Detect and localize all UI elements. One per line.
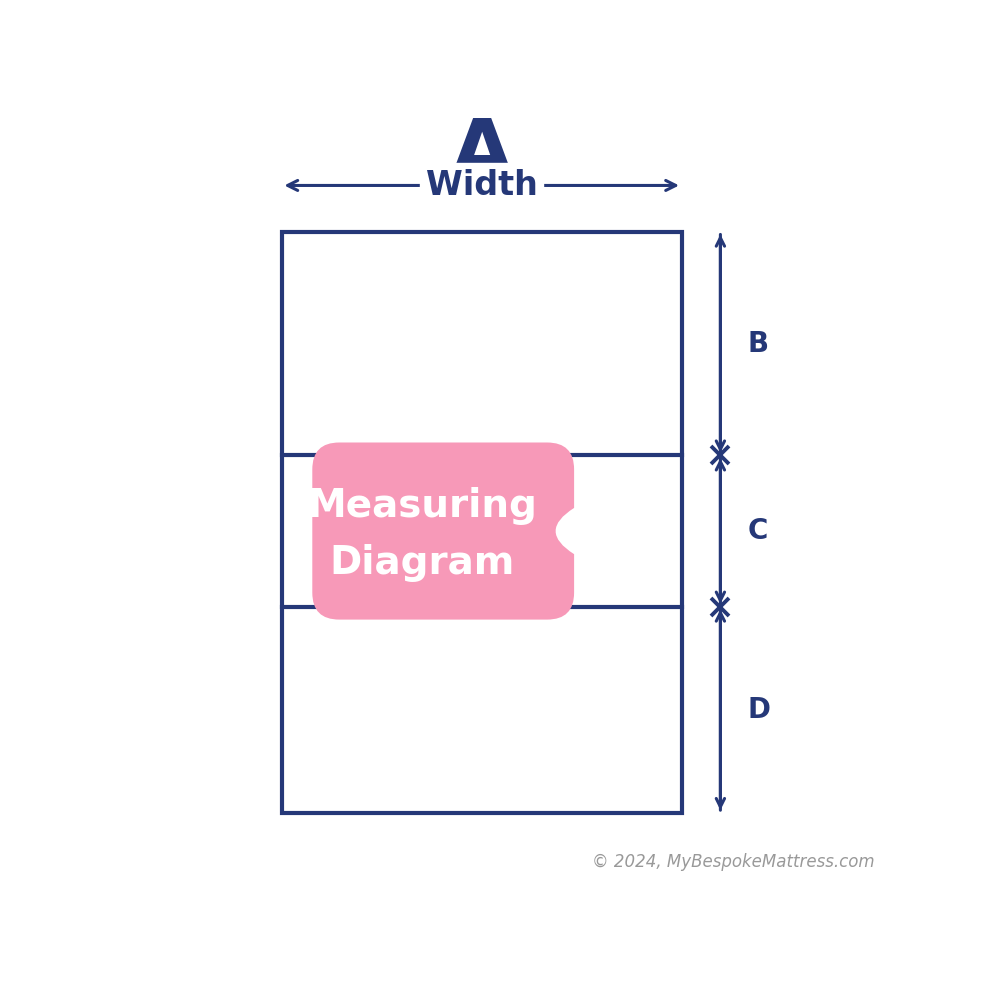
PathPatch shape	[312, 442, 574, 620]
Text: D: D	[747, 696, 770, 724]
Text: A: A	[451, 116, 513, 194]
Bar	[282, 232, 682, 813]
Text: B: B	[747, 330, 768, 358]
Text: C: C	[747, 517, 768, 545]
Text: © 2024, MyBespokeMattress.com: © 2024, MyBespokeMattress.com	[592, 853, 874, 871]
Text: Diagram: Diagram	[330, 544, 515, 582]
Text: Width: Width	[426, 169, 538, 202]
Text: Measuring: Measuring	[307, 487, 537, 525]
